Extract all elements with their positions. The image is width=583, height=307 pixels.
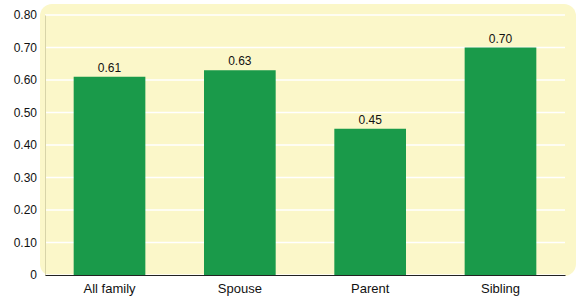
bars [74,48,537,276]
y-tick: 0 [30,268,45,282]
x-tick: Sibling [481,275,520,296]
y-tick: 0.60 [14,73,45,87]
y-tick: 0.40 [14,138,45,152]
grid-line [45,14,565,16]
bar [465,48,537,276]
y-tick-label: 0.10 [14,236,38,250]
x-tick: Spouse [218,275,262,296]
y-tick: 0.30 [14,171,45,185]
plot-background [40,4,576,276]
y-tick: 0.70 [14,41,45,55]
y-tick: 0.80 [14,8,45,22]
y-tick: 0.50 [14,106,45,120]
x-axis: All family Spouse Parent Sibling [46,275,566,296]
data-label: 0.70 [489,32,513,46]
y-tick-label: 0 [30,268,37,282]
y-tick-label: 0.80 [14,8,38,22]
chart: 0.61 0.63 0.45 0.70 0 0.10 0.20 0.30 0.40 0.50 0.6… [0,0,583,307]
x-axis-line [46,275,566,276]
y-tick-label: 0.30 [14,171,38,185]
y-axis-line [45,16,46,276]
bar [74,77,146,275]
bar [334,129,406,275]
data-labels: 0.61 0.63 0.45 0.70 [98,32,513,127]
x-tick-label: Sibling [481,281,520,296]
y-tick-label: 0.60 [14,73,38,87]
y-tick-label: 0.20 [14,203,38,217]
y-tick: 0.20 [14,203,45,217]
y-tick-label: 0.70 [14,41,38,55]
x-tick: All family [84,275,137,296]
data-label: 0.63 [228,54,252,68]
y-tick-label: 0.40 [14,138,38,152]
grid [45,15,565,275]
x-tick: Parent [351,275,390,296]
data-label: 0.61 [98,61,122,75]
x-tick-label: Spouse [218,281,262,296]
x-tick-label: Parent [351,281,390,296]
bar [204,70,276,275]
y-tick-label: 0.50 [14,106,38,120]
y-tick: 0.10 [14,236,45,250]
y-axis: 0 0.10 0.20 0.30 0.40 0.50 0.60 0.70 0.80 [14,8,46,282]
x-tick-label: All family [84,281,137,296]
data-label: 0.45 [358,113,382,127]
